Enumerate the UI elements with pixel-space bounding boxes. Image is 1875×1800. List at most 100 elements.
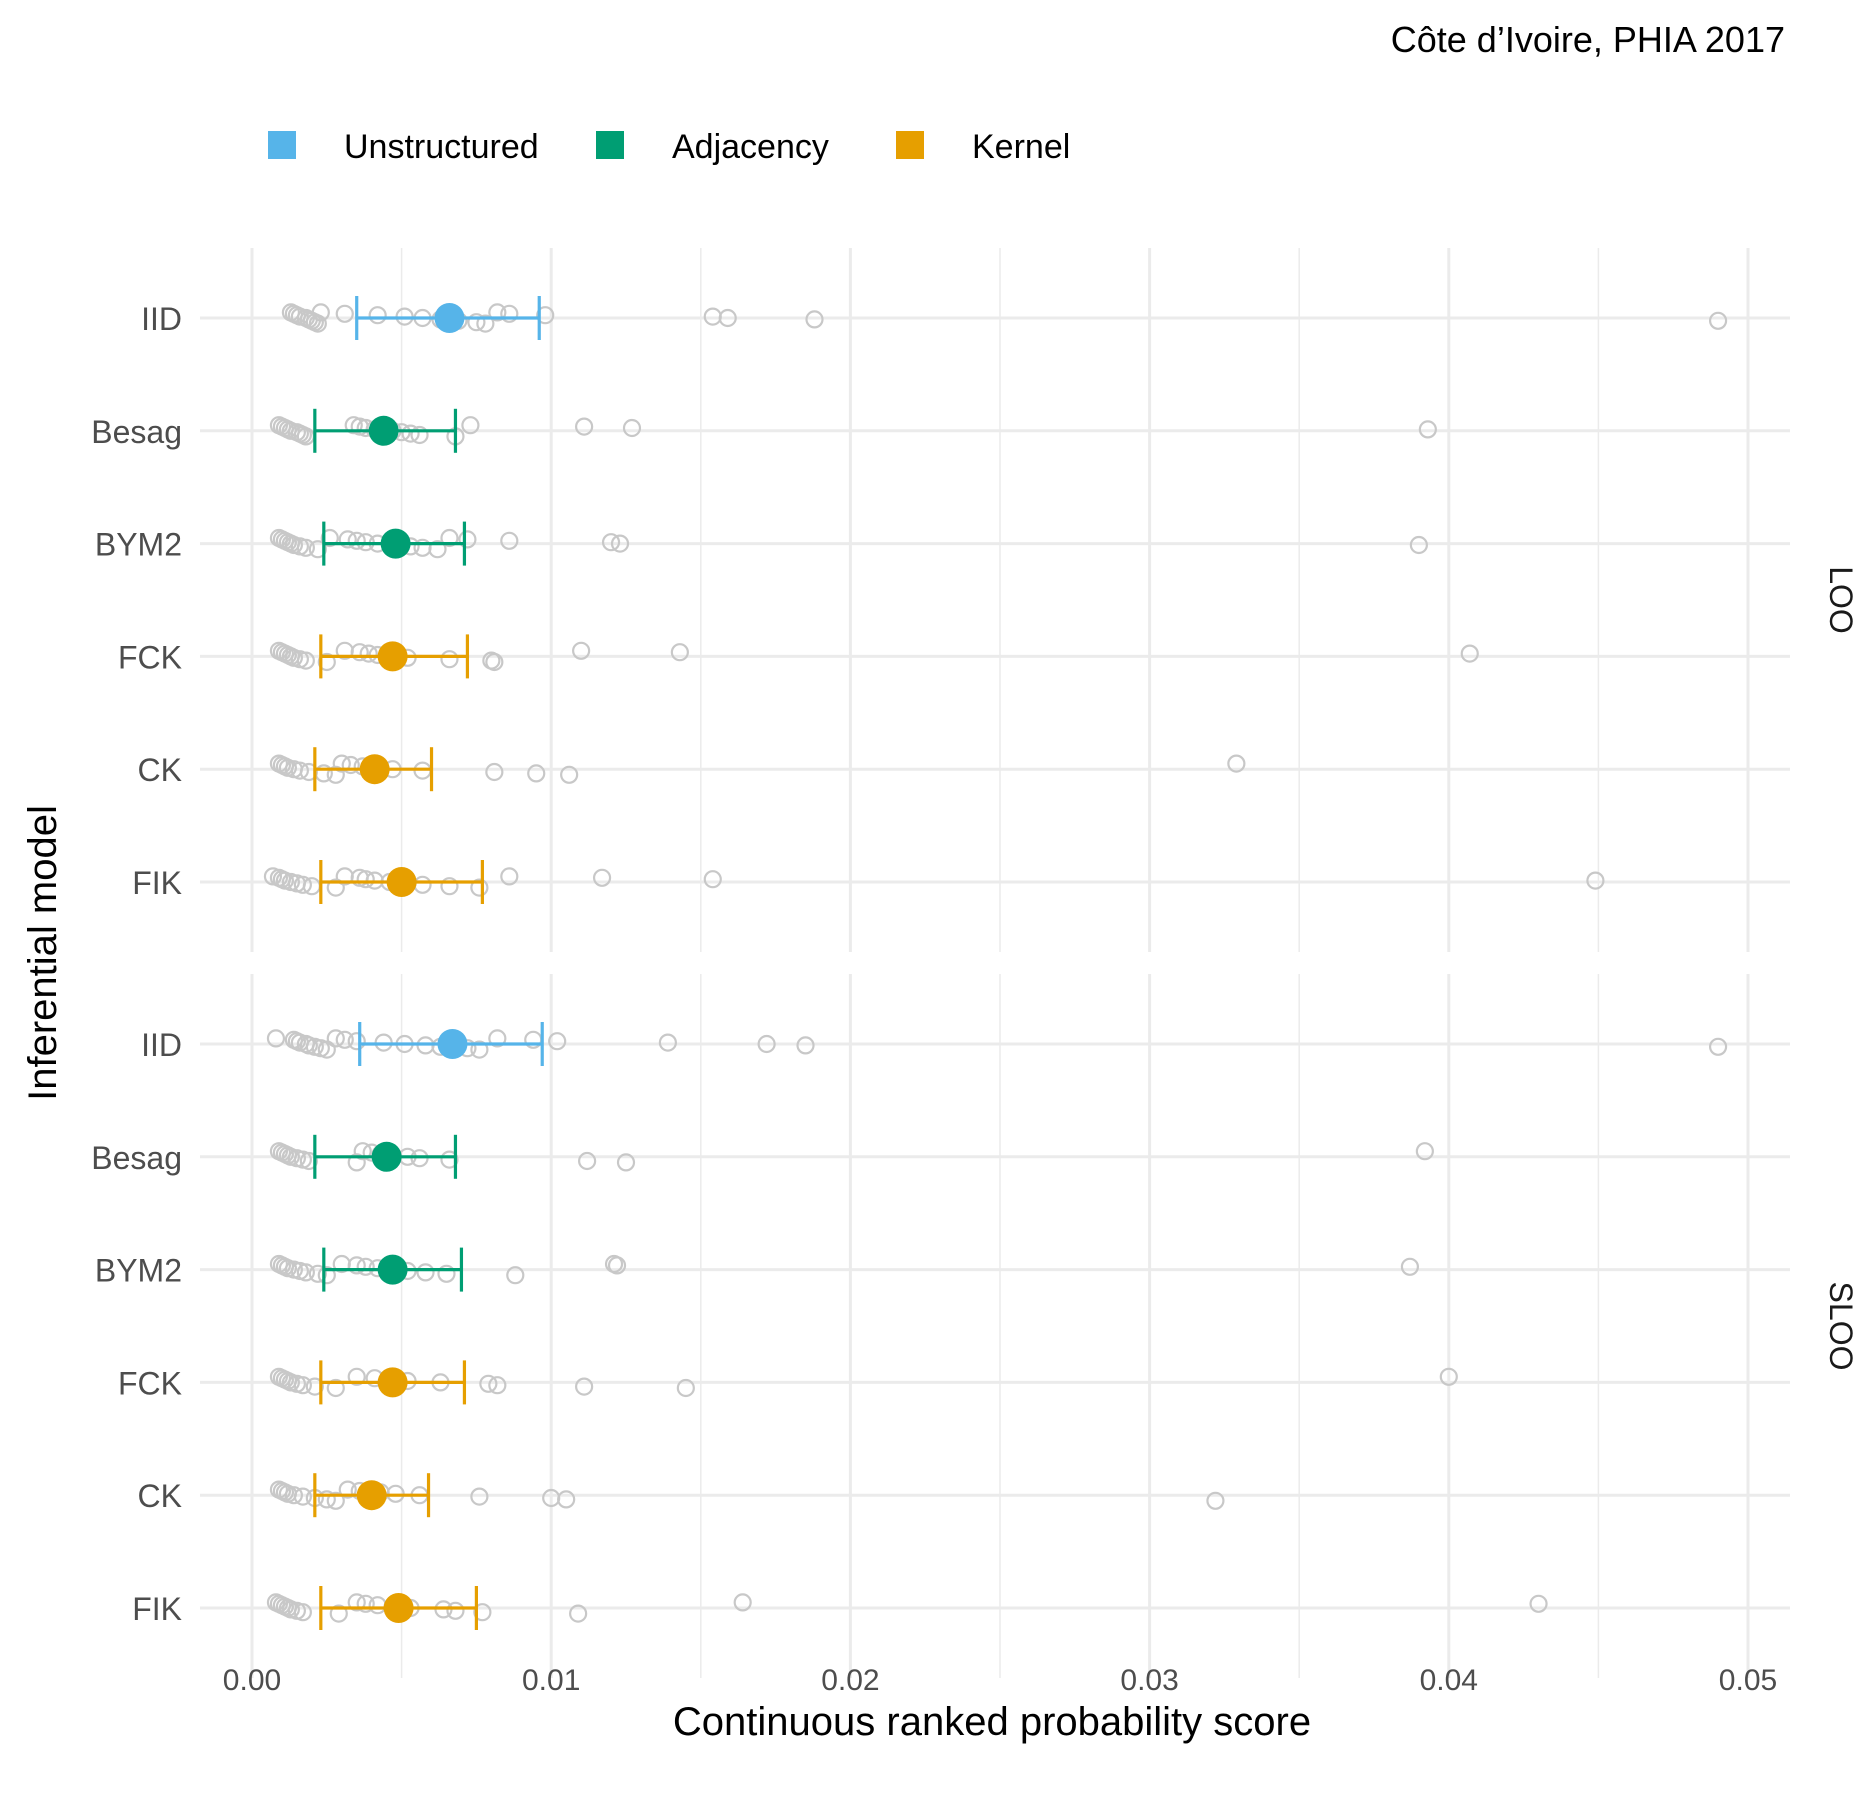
mean-point xyxy=(434,303,465,333)
observation-point xyxy=(308,1264,327,1283)
observation-point xyxy=(347,1367,366,1386)
observation-point xyxy=(485,762,504,782)
observation-point xyxy=(458,530,477,549)
observation-point xyxy=(485,652,504,672)
x-axis-label: Continuous ranked probability score xyxy=(673,1700,1311,1744)
observation-point xyxy=(476,314,495,333)
y-axis-label: Inferential model xyxy=(21,805,65,1101)
observation-point xyxy=(470,1487,489,1506)
observation-point xyxy=(284,1486,303,1505)
observation-point xyxy=(440,1150,459,1169)
observation-point xyxy=(353,1142,372,1161)
observation-point xyxy=(296,538,315,557)
observation-point xyxy=(359,644,378,663)
observation-point xyxy=(326,1491,345,1510)
legend-key-kernel xyxy=(896,131,924,159)
observation-point xyxy=(347,1256,366,1275)
y-tick-label: FIK xyxy=(132,1591,182,1627)
legend-key-adjacency xyxy=(596,131,624,159)
legend-label-adjacency: Adjacency xyxy=(672,128,829,166)
observation-point xyxy=(616,1153,636,1172)
observation-point xyxy=(401,424,420,443)
observation-point xyxy=(560,765,579,784)
observation-point xyxy=(356,870,375,889)
mean-point xyxy=(383,1593,414,1623)
observation-point xyxy=(347,531,366,550)
label-layer: LOO IID Besag BYM2 FCK CK FIK SLOO IID Besag BYM2 F… xyxy=(91,301,1859,1697)
observation-point xyxy=(335,1030,354,1049)
observation-point xyxy=(607,1256,627,1275)
observation-point xyxy=(350,643,369,662)
observation-point xyxy=(470,1040,489,1059)
x-tick-label: 0.00 xyxy=(223,1664,281,1697)
facet-strip-loo: LOO xyxy=(1823,566,1859,634)
legend: Unstructured Adjacency Kernel xyxy=(268,128,1070,166)
observation-point xyxy=(1415,1142,1434,1161)
observation-point xyxy=(488,303,507,322)
observation-point xyxy=(500,867,519,886)
y-tick-label: Besag xyxy=(91,414,182,450)
observation-point xyxy=(329,1604,348,1623)
observation-point xyxy=(296,651,315,670)
x-tick-label: 0.01 xyxy=(522,1664,580,1697)
observation-point xyxy=(796,1036,815,1055)
observation-point xyxy=(569,1604,588,1623)
observation-point xyxy=(1227,754,1246,773)
y-tick-label: Besag xyxy=(91,1140,182,1176)
observation-point xyxy=(266,1029,286,1048)
observation-point xyxy=(338,530,357,549)
observation-point xyxy=(527,764,546,783)
y-tick-label: BYM2 xyxy=(95,1253,182,1289)
observation-point xyxy=(601,533,621,552)
mean-point xyxy=(380,528,411,559)
mean-point xyxy=(377,1367,408,1398)
legend-label-kernel: Kernel xyxy=(972,128,1070,166)
mean-point xyxy=(437,1029,468,1059)
x-tick-label: 0.04 xyxy=(1420,1664,1478,1697)
observation-point xyxy=(437,1264,456,1283)
observation-point xyxy=(572,641,591,660)
observation-point xyxy=(622,418,642,438)
y-tick-label: CK xyxy=(138,752,182,788)
mean-point xyxy=(371,1141,402,1172)
observation-point xyxy=(347,1593,366,1612)
facet-strip-sloo: SLOO xyxy=(1823,1282,1859,1371)
observation-point xyxy=(335,304,354,323)
y-tick-label: IID xyxy=(141,1027,182,1063)
observation-point xyxy=(592,868,612,887)
observation-point xyxy=(440,877,459,896)
observation-point xyxy=(470,878,489,897)
y-tick-label: FIK xyxy=(132,865,182,901)
observation-point xyxy=(718,308,737,328)
mean-point xyxy=(377,1254,408,1285)
observation-point xyxy=(341,755,360,775)
observation-point xyxy=(347,1032,366,1051)
observation-point xyxy=(428,540,447,559)
observation-point xyxy=(1409,535,1428,555)
grid-layer xyxy=(200,248,1790,1678)
x-tick-label: 0.02 xyxy=(821,1664,879,1697)
observation-point xyxy=(317,1266,336,1285)
observation-point xyxy=(305,1377,324,1396)
observation-point xyxy=(670,643,689,662)
observation-point xyxy=(317,1040,336,1059)
observation-point xyxy=(500,531,519,550)
observation-point xyxy=(356,1257,375,1276)
observation-point xyxy=(733,1593,752,1612)
mean-point xyxy=(368,415,399,446)
observation-point xyxy=(446,1601,465,1620)
observation-point xyxy=(1586,871,1605,890)
x-tick-label: 0.03 xyxy=(1120,1664,1178,1697)
observation-point xyxy=(536,306,555,325)
points-layer xyxy=(263,303,1728,1623)
observation-point xyxy=(703,870,722,889)
observation-point xyxy=(1439,1367,1458,1386)
observation-point xyxy=(578,1151,597,1171)
observation-point xyxy=(413,875,432,894)
observation-point xyxy=(461,416,480,435)
observation-point xyxy=(610,534,630,553)
observation-point xyxy=(293,875,312,894)
observation-point xyxy=(416,1263,435,1282)
observation-point xyxy=(575,417,594,436)
observation-point xyxy=(320,528,339,548)
